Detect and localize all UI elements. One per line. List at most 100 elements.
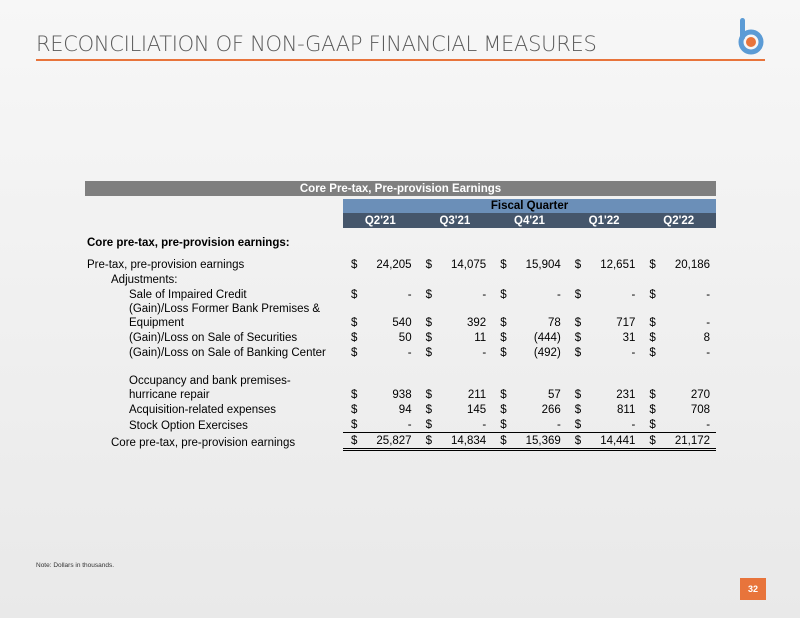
table-row: Core pre-tax, pre-provision earnings $25,… xyxy=(85,432,717,451)
currency-sign: $ xyxy=(425,347,432,359)
currency-sign: $ xyxy=(574,317,582,329)
cell-value: (492) xyxy=(533,347,561,359)
currency-sign: $ xyxy=(574,259,582,271)
table-row: Stock Option Exercises $ - $ - $ - $ - $ - xyxy=(85,417,717,433)
empty-cells xyxy=(343,272,716,287)
cell-value: 14,441 xyxy=(586,432,642,451)
column-header: Q2'21 xyxy=(343,213,418,228)
row-label: Core pre-tax, pre-provision earnings xyxy=(111,436,296,449)
currency-sign: $ xyxy=(351,259,358,271)
cell-value: 717 xyxy=(616,317,636,329)
currency-sign: $ xyxy=(500,404,507,416)
currency-sign: $ xyxy=(500,317,507,329)
currency-sign: $ xyxy=(425,404,432,416)
cell-value: 12,651 xyxy=(600,259,636,271)
currency-sign: $ xyxy=(500,347,507,359)
cell-value: 31 xyxy=(622,332,636,344)
currency-sign: $ xyxy=(417,432,438,451)
title-rule xyxy=(36,59,765,61)
currency-sign: $ xyxy=(574,289,582,301)
currency-sign: $ xyxy=(574,389,582,401)
cell-value: 57 xyxy=(547,389,561,401)
column-header: Q1'22 xyxy=(566,213,642,228)
currency-sign: $ xyxy=(351,317,358,329)
cell-value: - xyxy=(407,289,412,301)
cell-value: - xyxy=(631,347,636,359)
cell-value: 231 xyxy=(616,389,636,401)
currency-sign: $ xyxy=(351,389,358,401)
section-label: Core pre-tax, pre-provision earnings: xyxy=(87,236,290,249)
currency-sign: $ xyxy=(425,289,432,301)
currency-sign: $ xyxy=(500,289,507,301)
cell-value: 392 xyxy=(467,317,487,329)
cell-value: 540 xyxy=(392,317,412,329)
currency-sign: $ xyxy=(641,417,662,433)
currency-sign: $ xyxy=(574,347,582,359)
currency-sign: $ xyxy=(351,289,358,301)
earnings-table: Core Pre-tax, Pre-provision Earnings Fis… xyxy=(85,181,717,451)
table-row: Occupancy and bank premises- hurricane r… xyxy=(85,360,716,402)
column-header: Q3'21 xyxy=(417,213,493,228)
cell-value: 8 xyxy=(703,332,711,344)
cell-value: - xyxy=(363,417,418,433)
table-row: (Gain)/Loss Former Bank Premises & Equip… xyxy=(85,302,716,330)
footnote: Note: Dollars in thousands. xyxy=(36,562,115,569)
currency-sign: $ xyxy=(343,417,363,433)
cell-value: - xyxy=(482,289,487,301)
row-label: (Gain)/Loss on Sale of Banking Center xyxy=(129,347,326,359)
currency-sign: $ xyxy=(351,347,358,359)
row-label: Adjustments: xyxy=(111,274,178,286)
currency-sign: $ xyxy=(649,332,656,344)
cell-value: - xyxy=(706,289,711,301)
table-title: Core Pre-tax, Pre-provision Earnings xyxy=(85,181,717,196)
cell-value: 270 xyxy=(690,389,711,401)
cell-value: 78 xyxy=(547,317,561,329)
currency-sign: $ xyxy=(649,389,656,401)
cell-value: 708 xyxy=(690,404,711,416)
currency-sign: $ xyxy=(417,417,438,433)
currency-sign: $ xyxy=(351,332,358,344)
currency-sign: $ xyxy=(641,432,662,451)
row-label: Occupancy and bank premises- hurricane r… xyxy=(129,375,291,401)
table-row: Pre-tax, pre-provision earnings $24,205 $1… xyxy=(85,257,716,272)
cell-value: 266 xyxy=(541,404,561,416)
currency-sign: $ xyxy=(425,317,432,329)
cell-value: - xyxy=(586,417,642,433)
currency-sign: $ xyxy=(566,432,587,451)
table-row: Sale of Impaired Credit $ - $ - $ - $ - $ - xyxy=(85,287,716,302)
logo-bowl xyxy=(738,29,764,55)
cell-value: 94 xyxy=(398,404,412,416)
currency-sign: $ xyxy=(492,417,513,433)
page-number: 32 xyxy=(740,578,766,600)
table-row: (Gain)/Loss on Sale of Securities $50 $11 $… xyxy=(85,330,716,345)
currency-sign: $ xyxy=(649,404,656,416)
cell-value: 21,172 xyxy=(661,432,717,451)
currency-sign: $ xyxy=(649,289,656,301)
currency-sign: $ xyxy=(649,259,656,271)
cell-value: 25,827 xyxy=(363,432,418,451)
row-label: Acquisition-related expenses xyxy=(129,404,277,416)
table-row: Adjustments: xyxy=(85,272,716,287)
logo-dot xyxy=(746,37,756,47)
cell-value: 15,904 xyxy=(525,259,561,271)
cell-value: - xyxy=(437,417,493,433)
group-header: Fiscal Quarter xyxy=(343,199,717,213)
row-label: Stock Option Exercises xyxy=(129,419,248,432)
table-row: (Gain)/Loss on Sale of Banking Center $ - $… xyxy=(85,345,716,360)
currency-sign: $ xyxy=(566,417,587,433)
cell-value: 14,834 xyxy=(437,432,493,451)
cell-value: - xyxy=(556,289,561,301)
cell-value: - xyxy=(706,317,711,329)
cell-value: 50 xyxy=(398,332,412,344)
cell-value: 938 xyxy=(392,389,412,401)
currency-sign: $ xyxy=(492,432,513,451)
cell-value: 20,186 xyxy=(674,259,711,271)
cell-value: 11 xyxy=(474,332,487,344)
currency-sign: $ xyxy=(574,332,582,344)
cell-value: 15,369 xyxy=(512,432,567,451)
cell-value: - xyxy=(512,417,567,433)
cell-value: 14,075 xyxy=(451,259,487,271)
cell-value: 24,205 xyxy=(376,259,412,271)
cell-value: 145 xyxy=(467,404,487,416)
